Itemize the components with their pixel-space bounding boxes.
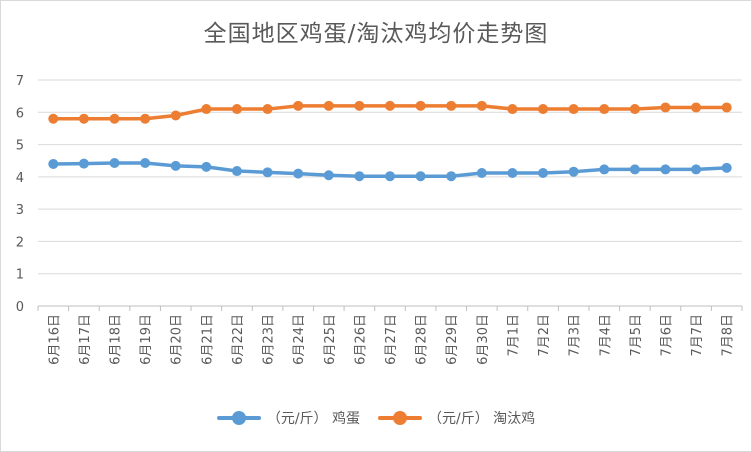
x-tick-label: 6月29日 [445,314,460,365]
data-point [660,164,671,175]
data-point [446,100,457,111]
data-point [78,113,89,124]
legend-item-eggs: （元/斤） 鸡蛋 [216,408,360,428]
data-point [476,100,487,111]
x-tick-label: 7月8日 [721,314,736,357]
data-point [262,167,273,178]
data-point [568,166,579,177]
x-tick-label: 6月20日 [170,314,185,365]
data-point [538,167,549,178]
x-tick-label: 6月17日 [78,314,93,365]
x-tick-label: 6月18日 [109,314,124,365]
data-point [78,158,89,169]
data-point [323,170,334,181]
data-point [109,113,120,124]
data-point [170,160,181,171]
data-point [507,104,518,115]
x-tick-label: 6月25日 [323,314,338,365]
data-point [48,113,59,124]
x-tick-label: 6月21日 [200,314,215,365]
x-tick-label: 6月26日 [353,314,368,365]
legend-item-culled-hens: （元/斤） 淘汰鸡 [378,408,535,428]
data-point [476,167,487,178]
data-point [507,167,518,178]
data-point [140,113,151,124]
chart-title: 全国地区鸡蛋/淘汰鸡均价走势图 [203,21,549,47]
legend-swatch-culled-hens [378,411,422,425]
x-tick-label: 7月6日 [659,314,674,357]
y-tick-label: 7 [16,74,24,89]
y-tick-label: 1 [16,268,24,283]
data-point [691,164,702,175]
data-point [354,100,365,111]
data-point [48,158,59,169]
y-tick-label: 6 [16,106,24,121]
y-tick-label: 0 [16,300,24,315]
data-point [629,104,640,115]
data-point [446,171,457,182]
x-tick-label: 6月27日 [384,314,399,365]
x-tick-label: 7月7日 [690,314,705,357]
x-tick-label: 6月16日 [47,314,62,365]
x-tick-label: 7月2日 [537,314,552,357]
legend-label-eggs: （元/斤） 鸡蛋 [266,411,360,427]
y-tick-label: 4 [16,171,24,186]
data-point [170,110,181,121]
data-point [599,104,610,115]
data-point [293,100,304,111]
x-tick-label: 7月4日 [598,314,613,357]
data-point [354,171,365,182]
chart-legend: （元/斤） 鸡蛋 （元/斤） 淘汰鸡 [0,408,752,428]
x-tick-label: 6月22日 [231,314,246,365]
x-tick-label: 6月28日 [415,314,430,365]
x-tick-label: 7月1日 [506,314,521,357]
data-point [599,164,610,175]
data-point [538,104,549,115]
data-point [231,104,242,115]
data-point [140,157,151,168]
data-point [385,171,395,182]
data-point [323,100,334,111]
data-point [231,166,242,177]
data-point [201,161,212,172]
data-point [415,100,426,111]
x-tick-label: 6月30日 [476,314,491,365]
data-point [568,104,579,115]
data-point [721,162,732,173]
x-tick-label: 6月23日 [262,314,277,365]
data-point [629,164,640,175]
y-tick-label: 2 [16,235,24,250]
data-point [201,104,212,115]
x-tick-label: 6月19日 [139,314,154,365]
legend-label-culled-hens: （元/斤） 淘汰鸡 [428,411,536,427]
data-point [293,168,304,179]
x-tick-label: 7月5日 [629,314,644,357]
data-point [721,102,732,113]
legend-swatch-eggs [216,411,261,425]
y-tick-label: 5 [16,139,24,154]
x-tick-label: 7月3日 [568,314,583,357]
data-point [415,171,426,182]
x-tick-label: 6月24日 [292,314,307,365]
y-tick-label: 3 [16,203,24,218]
data-point [385,100,395,111]
data-point [660,102,671,113]
data-point [691,102,702,113]
data-point [109,157,120,168]
data-point [262,104,273,115]
